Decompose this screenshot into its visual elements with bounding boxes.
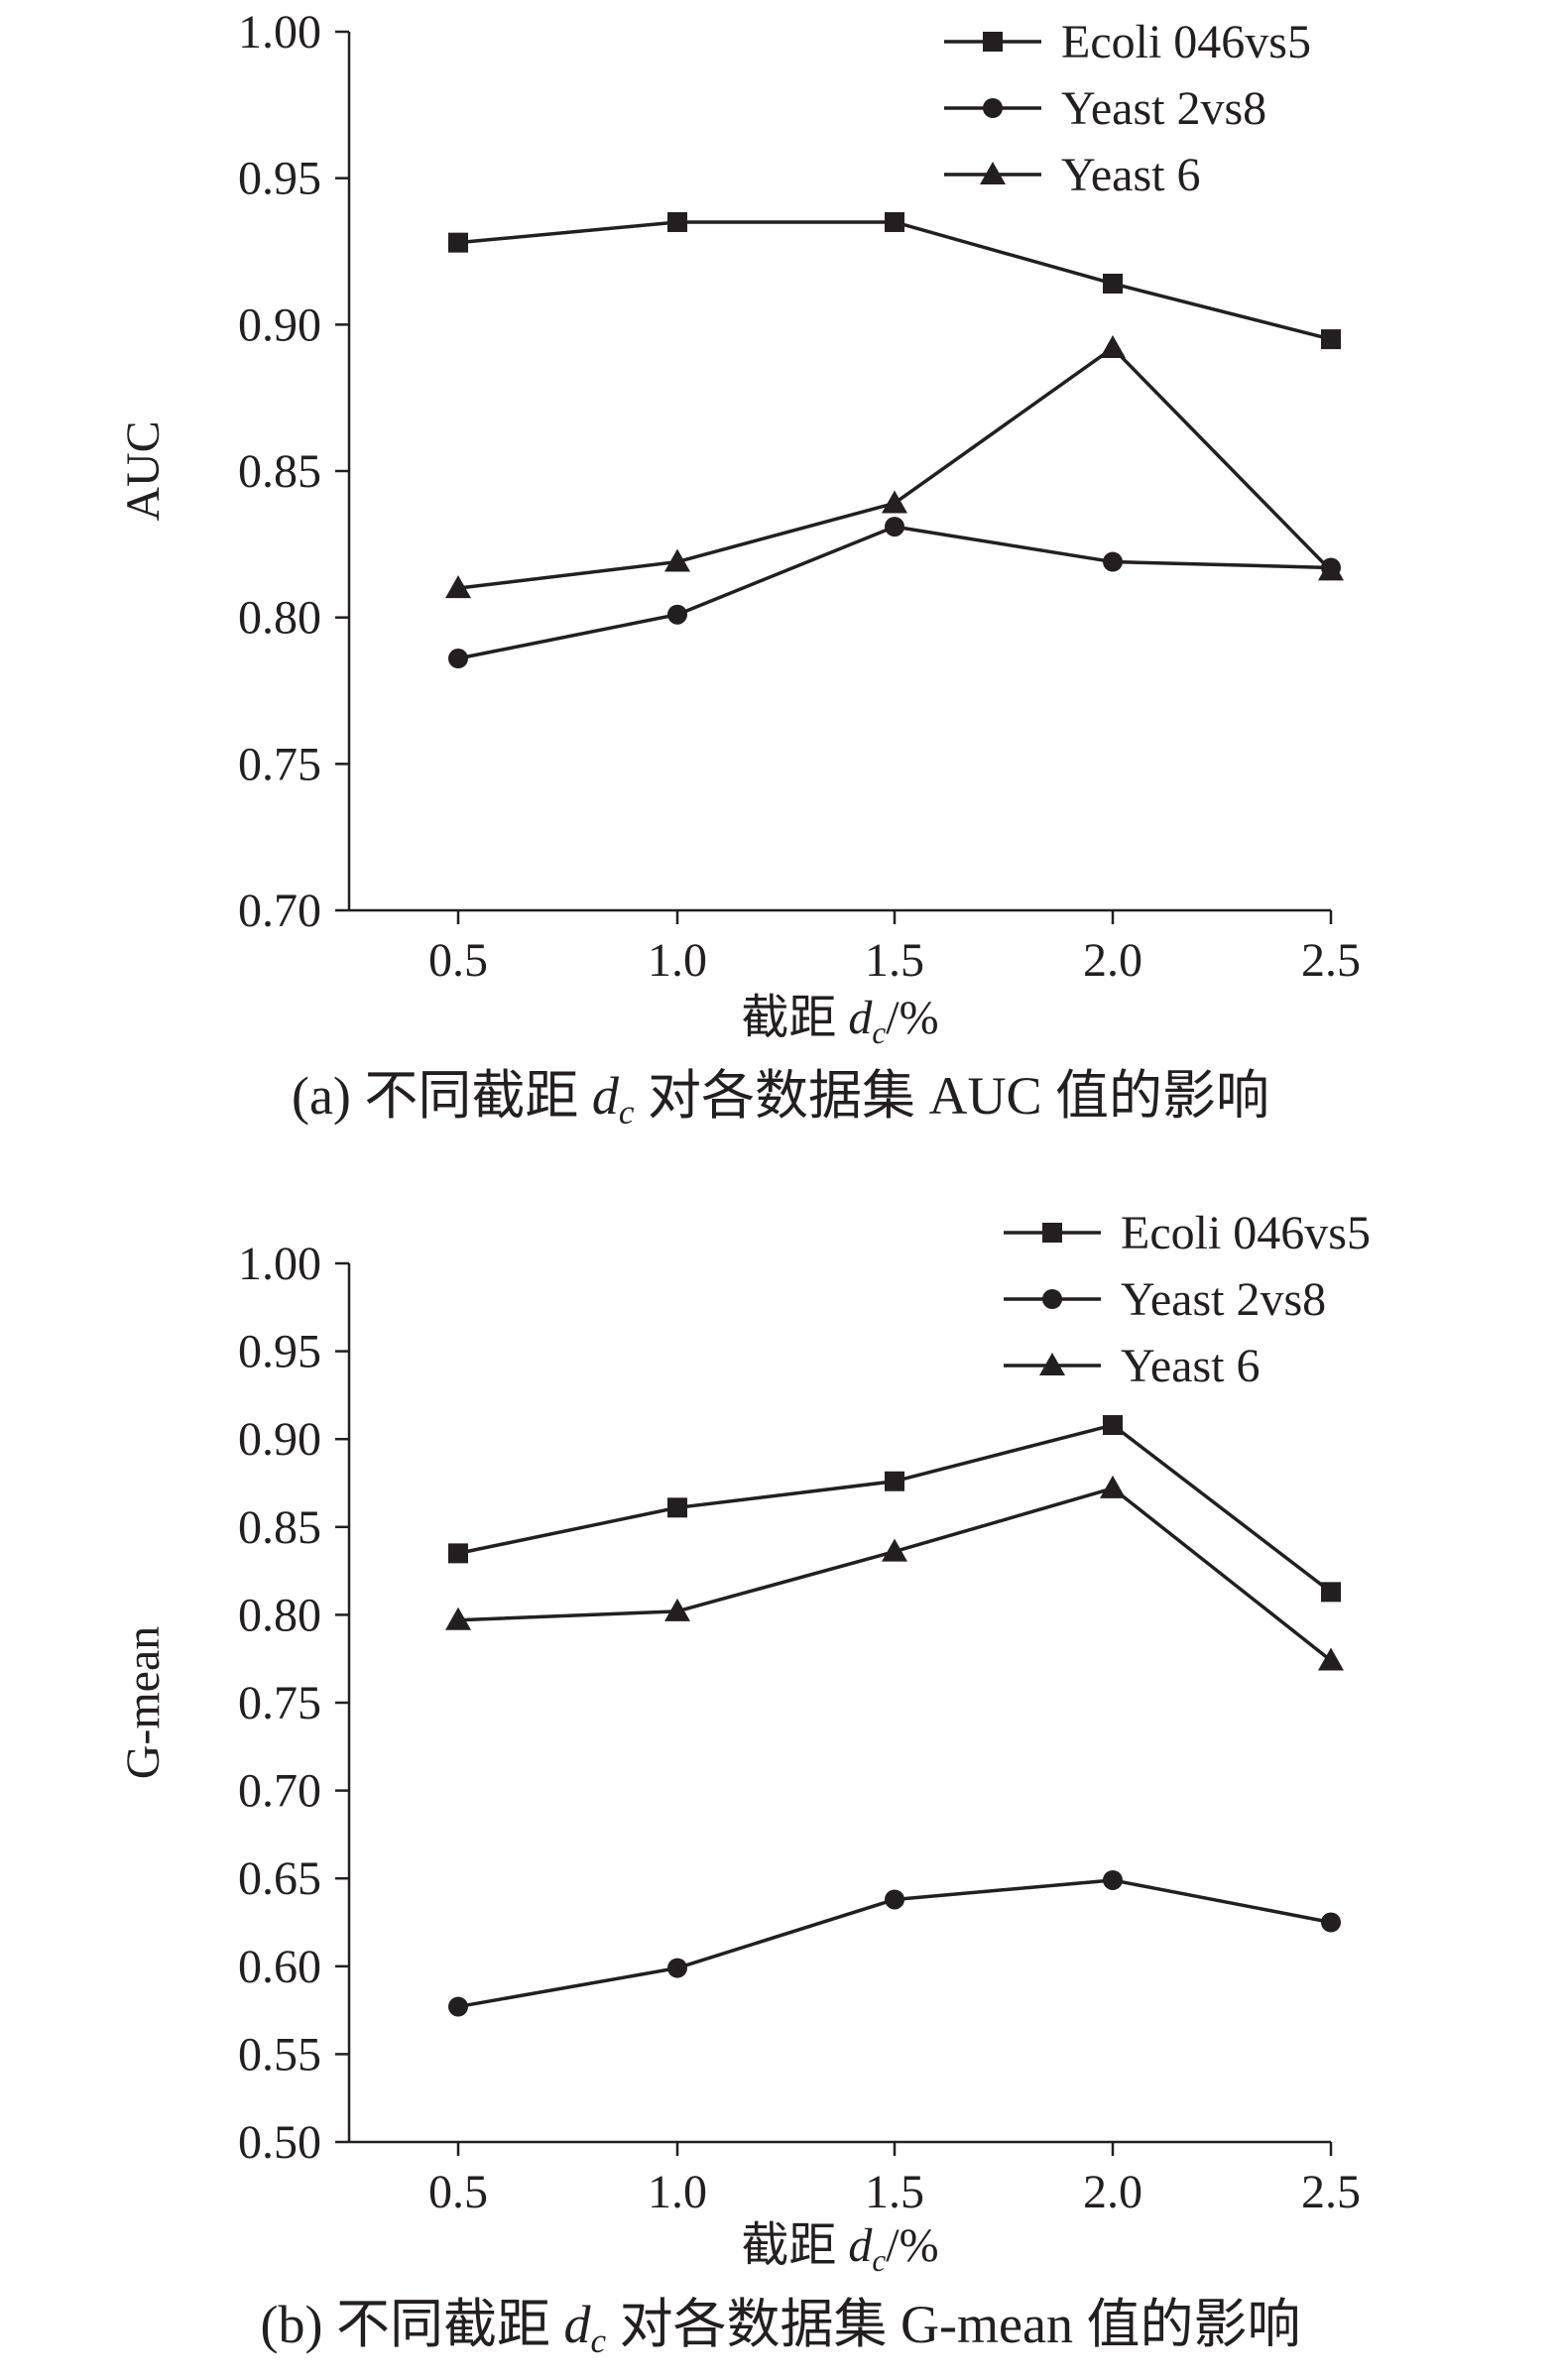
x-tick-label: 2.5: [1301, 934, 1361, 987]
data-point: [448, 649, 468, 669]
x-tick-label: 1.0: [648, 934, 707, 987]
data-point: [445, 575, 471, 599]
legend: Ecoli 046vs5 Yeast 2vs8 Yeast 6: [1004, 1207, 1371, 1392]
figure-caption: (b) 不同截距 dc 对各数据集 G-mean 值的影响: [261, 2295, 1301, 2360]
legend-label: Yeast 6: [1121, 1340, 1260, 1392]
y-tick-label: 0.65: [238, 1852, 321, 1905]
legend-label: Ecoli 046vs5: [1121, 1207, 1371, 1259]
y-tick-label: 0.70: [238, 885, 321, 937]
data-point: [1103, 1869, 1123, 1890]
data-point: [885, 1889, 904, 1910]
data-point: [1318, 557, 1344, 581]
x-axis-title: 截距 dc/%: [741, 2219, 938, 2278]
data-point: [1103, 1415, 1123, 1436]
data-point: [1103, 551, 1123, 572]
data-point: [667, 604, 687, 625]
x-tick-label: 0.5: [428, 2166, 488, 2218]
data-point: [882, 490, 907, 514]
data-point: [1321, 1582, 1341, 1603]
legend-label: Yeast 6: [1061, 149, 1200, 201]
chart-panel-b: 0.50 0.55 0.60 0.65 0.70 0.75 0.80 0.85 0.90 0.95…: [117, 1207, 1371, 2360]
data-point: [448, 1996, 468, 2017]
legend-marker: [983, 32, 1003, 52]
figure-caption: (a) 不同截距 dc 对各数据集 AUC 值的影响: [292, 1066, 1269, 1131]
series-line-ecoli-046vs5: [457, 220, 1332, 341]
legend-marker: [1039, 1353, 1065, 1375]
legend-marker: [1042, 1223, 1062, 1243]
data-point: [667, 211, 687, 232]
data-point: [1321, 1912, 1341, 1933]
data-point: [1100, 1475, 1126, 1498]
y-tick-label: 1.00: [238, 6, 321, 59]
legend-label: Yeast 2vs8: [1061, 82, 1266, 135]
y-tick-label: 0.60: [238, 1941, 321, 1993]
y-tick-label: 0.95: [238, 1326, 321, 1378]
y-tick-label: 1.00: [238, 1238, 321, 1290]
data-point: [882, 1538, 907, 1562]
y-tick-label: 0.85: [238, 1501, 321, 1554]
legend-marker: [980, 162, 1006, 184]
series-line-ecoli-046vs5: [457, 1423, 1333, 1594]
legend-label: Yeast 2vs8: [1121, 1273, 1326, 1326]
y-tick-label: 0.95: [238, 153, 321, 205]
data-point: [667, 1497, 687, 1518]
y-tick-label: 0.90: [238, 1413, 321, 1466]
y-tick-label: 0.90: [238, 298, 321, 351]
y-tick-label: 0.85: [238, 445, 321, 498]
y-tick-label: 0.70: [238, 1765, 321, 1818]
legend: Ecoli 046vs5 Yeast 2vs8 Yeast 6: [944, 16, 1311, 201]
data-point: [664, 548, 690, 572]
y-axis-title: AUC: [117, 420, 170, 521]
x-tick-label: 2.0: [1083, 934, 1142, 987]
y-tick-label: 0.75: [238, 1677, 321, 1729]
data-point: [885, 211, 904, 232]
x-tick-label: 1.0: [648, 2166, 707, 2218]
y-tick-label: 0.75: [238, 738, 321, 790]
data-point: [448, 1543, 468, 1564]
series-line-yeast-6: [457, 1487, 1333, 1662]
x-tick-label: 1.5: [865, 934, 924, 987]
data-point: [1100, 334, 1126, 358]
y-tick-label: 0.55: [238, 2028, 321, 2081]
y-tick-label: 0.50: [238, 2116, 321, 2169]
data-point: [1318, 1647, 1344, 1671]
data-point: [445, 1606, 471, 1630]
x-tick-label: 2.0: [1083, 2166, 1142, 2218]
legend-marker: [1042, 1289, 1062, 1309]
data-point: [664, 1598, 690, 1621]
data-point: [448, 232, 468, 253]
data-point: [1103, 273, 1123, 294]
y-tick-label: 0.80: [238, 1589, 321, 1641]
x-tick-label: 1.5: [865, 2166, 924, 2218]
data-point: [885, 517, 904, 537]
y-axis-title: G-mean: [117, 1626, 170, 1780]
x-tick-label: 0.5: [428, 934, 488, 987]
data-point: [885, 1471, 904, 1491]
x-axis-title: 截距 dc/%: [741, 992, 938, 1050]
chart-panel-a: 0.70 0.75 0.80 0.85 0.90 0.95 1.00 0.5 1.0 1.5 2.0…: [117, 6, 1361, 1131]
x-tick-label: 2.5: [1301, 2166, 1361, 2218]
legend-label: Ecoli 046vs5: [1061, 16, 1311, 68]
series-line-yeast-6: [457, 346, 1333, 590]
series-line-yeast-2vs8: [457, 525, 1332, 660]
y-tick-label: 0.80: [238, 592, 321, 645]
data-point: [1321, 329, 1341, 350]
data-point: [667, 1958, 687, 1978]
legend-marker: [983, 98, 1003, 118]
